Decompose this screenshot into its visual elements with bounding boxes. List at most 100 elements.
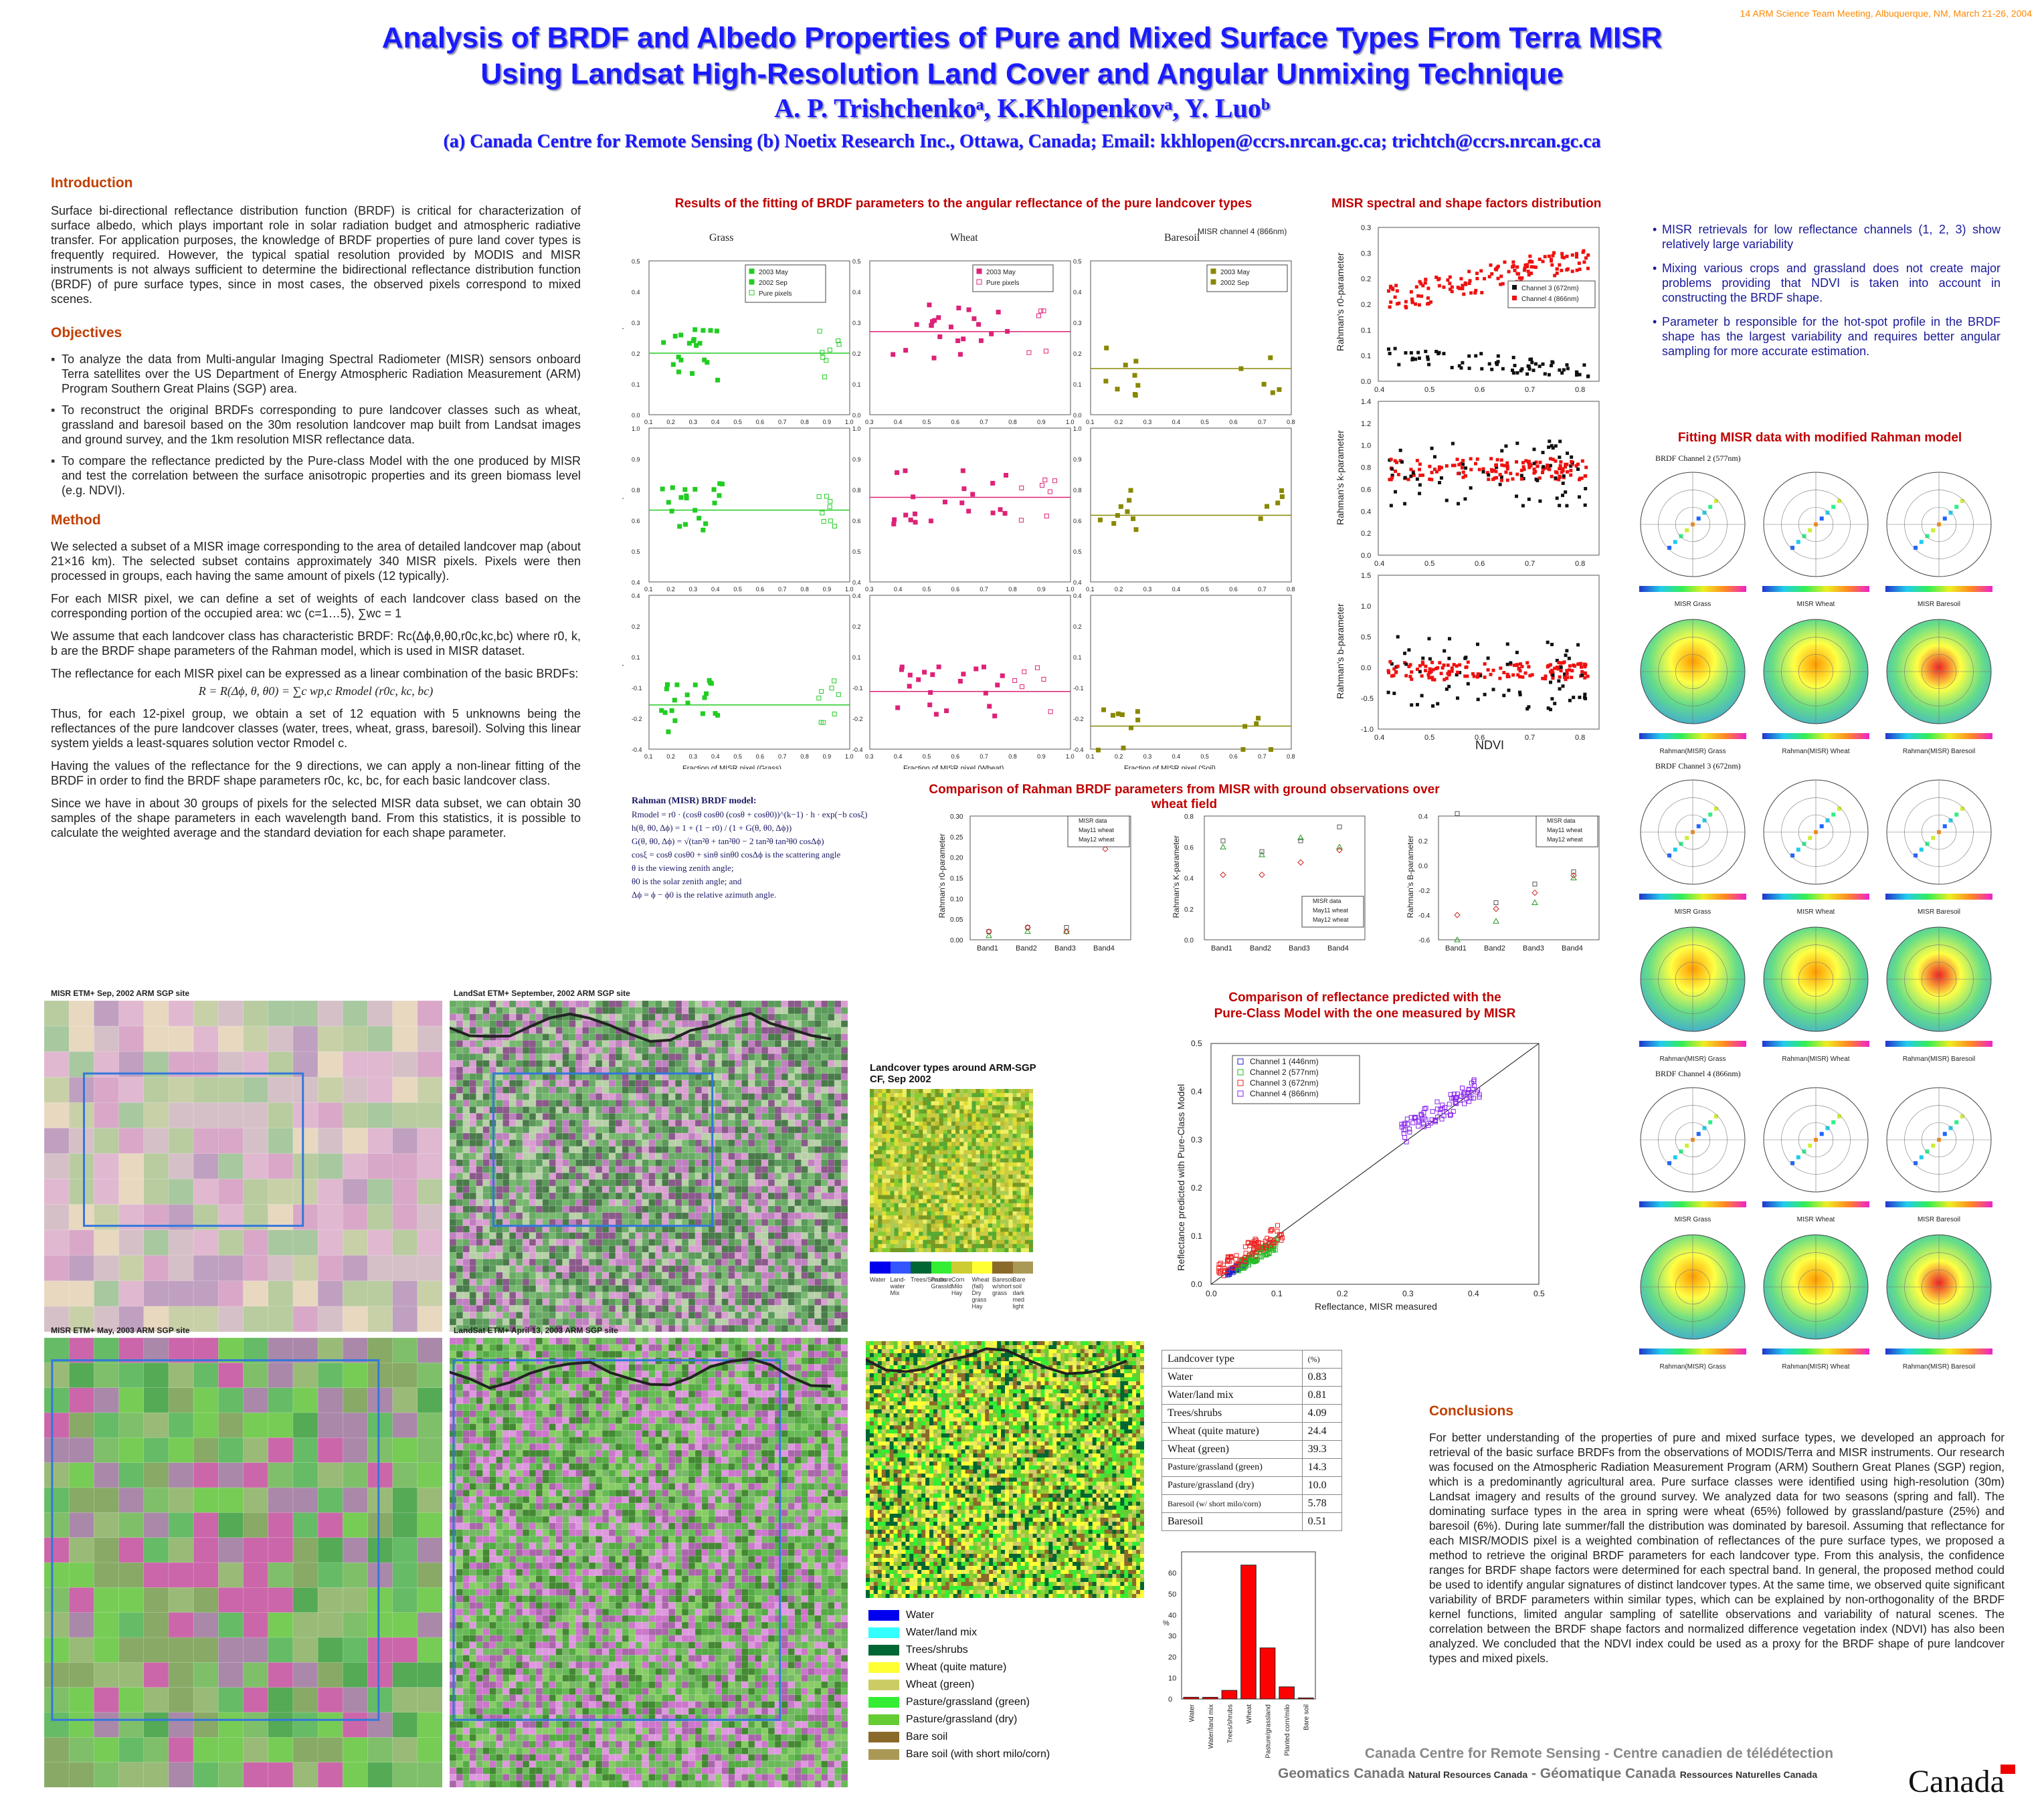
image-tile	[529, 1027, 537, 1035]
image-tile	[482, 1285, 490, 1293]
image-tile	[741, 1047, 749, 1055]
image-tile	[562, 1100, 570, 1108]
image-tile	[118, 1363, 145, 1389]
image-tile	[549, 1080, 557, 1088]
image-tile	[508, 1225, 517, 1233]
image-tile	[668, 1113, 676, 1121]
fit-panel-title: Results of the fitting of BRDF parameter…	[674, 197, 1252, 211]
image-tile	[628, 1013, 636, 1021]
image-tile	[489, 1272, 497, 1280]
data-point	[705, 360, 710, 365]
image-tile	[774, 1292, 782, 1300]
image-tile	[522, 1285, 530, 1293]
image-tile	[635, 1126, 643, 1134]
image-tile	[834, 1318, 842, 1326]
image-tile	[522, 1212, 530, 1220]
legend-marker	[976, 268, 982, 274]
image-tile	[767, 1324, 775, 1332]
data-point	[1501, 367, 1505, 371]
image-tile	[827, 1205, 835, 1213]
image-tile	[515, 1100, 523, 1108]
channel-note: MISR channel 4 (866nm)	[1198, 227, 1287, 236]
data-point	[1265, 504, 1270, 509]
image-tile	[715, 1013, 723, 1021]
image-tile	[681, 1258, 689, 1266]
image-tile	[582, 1132, 590, 1140]
image-tile	[814, 1159, 822, 1167]
image-tile	[588, 1119, 596, 1127]
data-point	[1796, 540, 1800, 544]
image-tile	[834, 1285, 842, 1293]
data-point	[1461, 284, 1465, 288]
image-tile	[482, 1093, 490, 1101]
image-tile	[834, 1239, 842, 1247]
image-tile	[417, 1462, 442, 1488]
data-point	[1565, 669, 1569, 673]
image-tile	[367, 1102, 393, 1129]
image-tile	[767, 1258, 775, 1266]
image-tile	[542, 1027, 550, 1035]
data-point	[1394, 490, 1398, 494]
data-point	[1708, 1120, 1713, 1124]
image-tile	[476, 1073, 484, 1081]
image-tile	[562, 1199, 570, 1207]
image-tile	[595, 1292, 603, 1300]
image-tile	[569, 1001, 577, 1008]
image-tile	[814, 1298, 822, 1306]
image-tile	[840, 1053, 848, 1061]
image-tile	[522, 1199, 530, 1207]
image-tile	[774, 1159, 782, 1167]
image-tile	[562, 1073, 570, 1081]
data-point	[1498, 482, 1502, 486]
data-point	[1551, 458, 1555, 462]
image-tile	[662, 1318, 670, 1326]
image-tile	[735, 1106, 743, 1114]
image-tile	[808, 1205, 816, 1213]
x-tick-label: 0.8	[800, 419, 809, 425]
data-point	[1582, 249, 1586, 253]
x-tick-label: 0.1	[1086, 753, 1095, 760]
y-tick-label: 0.5	[632, 258, 640, 265]
image-tile	[476, 1298, 484, 1306]
data-point	[694, 342, 699, 348]
image-tile	[794, 1272, 802, 1280]
image-tile	[701, 1324, 709, 1332]
image-tile	[787, 1212, 796, 1220]
image-tile	[462, 1001, 470, 1008]
image-tile	[456, 1179, 464, 1187]
image-tile	[535, 1126, 543, 1134]
data-point	[692, 682, 698, 688]
image-tile	[482, 1311, 490, 1319]
colorbar	[1762, 733, 1869, 739]
image-tile	[840, 1013, 848, 1021]
image-tile	[668, 1173, 676, 1181]
image-tile	[635, 1173, 643, 1181]
image-tile	[635, 1212, 643, 1220]
image-tile	[555, 1285, 563, 1293]
image-tile	[794, 1305, 802, 1313]
image-tile	[489, 1225, 497, 1233]
image-tile	[754, 1239, 762, 1247]
data-point	[1580, 459, 1584, 463]
image-tile	[808, 1040, 816, 1048]
image-tile	[728, 1199, 736, 1207]
data-point	[1583, 692, 1587, 696]
image-tile	[562, 1285, 570, 1293]
legend-box	[1507, 280, 1596, 308]
image-tile	[392, 1025, 418, 1052]
image-tile	[747, 1232, 755, 1240]
image-tile	[535, 1166, 543, 1174]
image-tile	[628, 1073, 636, 1081]
data-point	[1426, 296, 1430, 300]
image-tile	[450, 1265, 457, 1273]
image-tile	[549, 1001, 557, 1008]
image-tile	[774, 1179, 782, 1187]
legend-label: May12 wheat	[1313, 916, 1349, 923]
image-tile	[555, 1272, 563, 1280]
image-tile	[542, 1311, 550, 1319]
image-tile	[476, 1232, 484, 1240]
image-tile	[622, 1020, 630, 1028]
image-tile	[715, 1100, 723, 1108]
data-point	[1529, 272, 1534, 276]
image-tile	[502, 1192, 510, 1200]
